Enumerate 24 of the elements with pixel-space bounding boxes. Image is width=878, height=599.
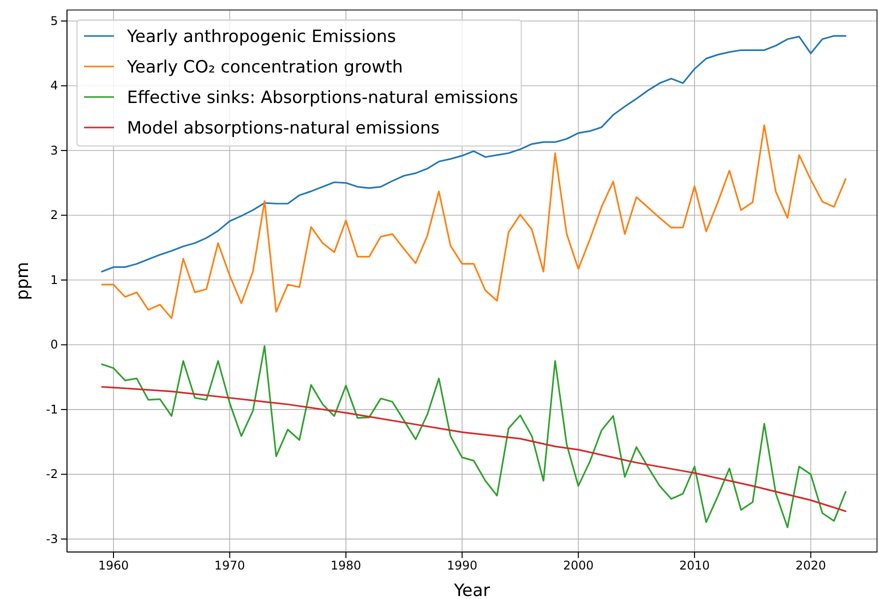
- y-tick-label: 0: [50, 338, 58, 352]
- y-tick-label: 5: [50, 14, 58, 28]
- line-series: [101, 345, 846, 528]
- x-tick-label: 2000: [563, 558, 594, 573]
- y-tick-label: 4: [50, 78, 58, 93]
- x-tick-label: 1960: [98, 558, 129, 573]
- x-axis-title: Year: [453, 581, 490, 599]
- y-tick-label: -2: [46, 467, 58, 482]
- x-tick-label: 1980: [330, 558, 362, 573]
- y-axis-title: ppm: [13, 262, 33, 300]
- y-tick-label: 3: [50, 143, 58, 158]
- y-tick-label: -1: [46, 402, 58, 416]
- legend-label: Yearly anthropogenic Emissions: [126, 27, 396, 47]
- y-tick-label: 1: [50, 272, 58, 287]
- line-series: [101, 386, 846, 512]
- legend-label: Model absorptions-natural emissions: [127, 118, 440, 138]
- x-tick-label: 1990: [446, 558, 478, 573]
- legend-label: Effective sinks: Absorptions-natural emissions: [127, 88, 518, 108]
- y-tick-label: -3: [46, 532, 58, 546]
- x-tick-label: 2010: [679, 558, 710, 573]
- x-tick-label: 1970: [214, 558, 245, 573]
- x-tick-label: 2020: [795, 558, 826, 573]
- legend-label: Yearly CO₂ concentration growth: [126, 58, 403, 78]
- y-tick-label: 2: [50, 208, 58, 222]
